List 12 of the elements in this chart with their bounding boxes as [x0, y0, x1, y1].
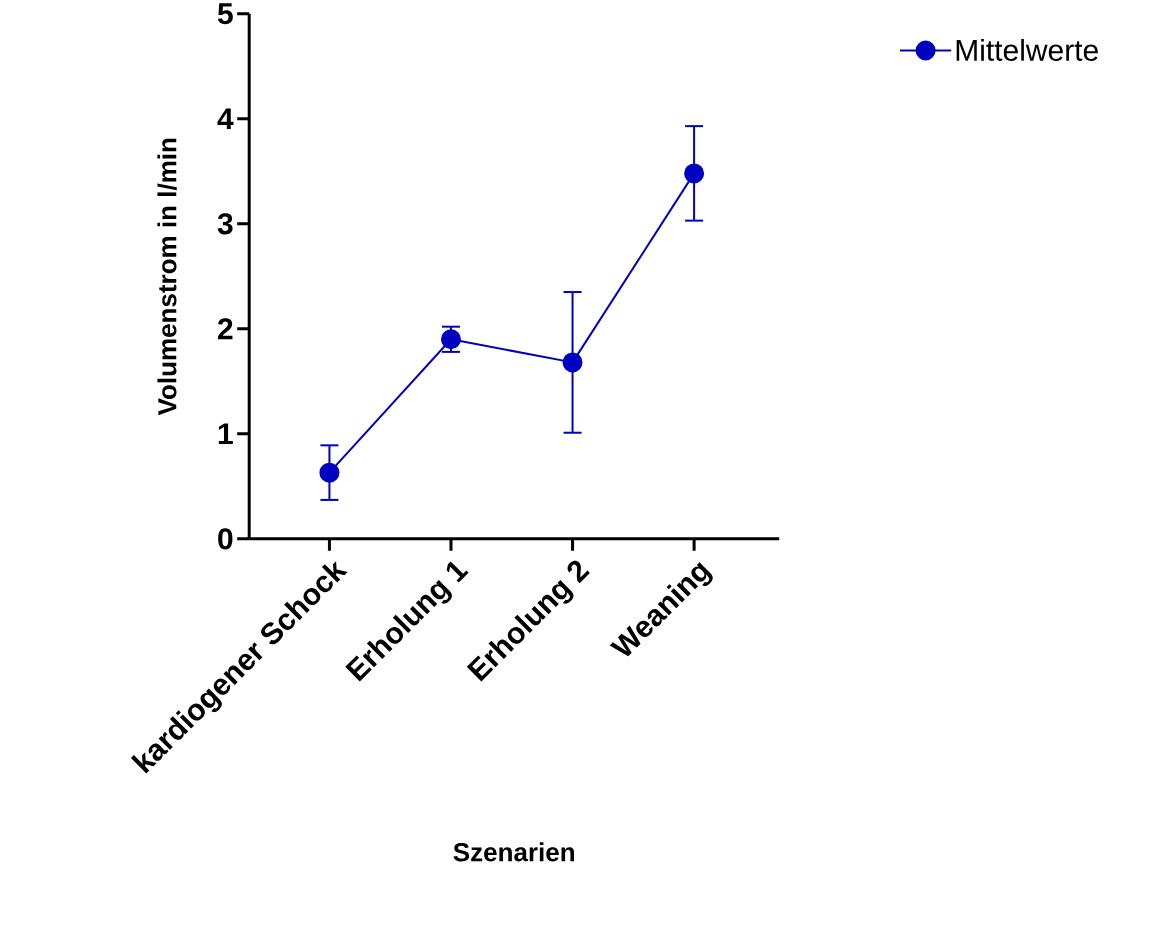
point — [319, 462, 340, 483]
point — [562, 352, 583, 373]
y-tick-label: 1 — [218, 423, 233, 445]
y-tick-label: 4 — [217, 108, 234, 130]
y-tick-label: 3 — [217, 213, 233, 235]
y-tick-label: 2 — [218, 318, 233, 340]
y-tick-label: 5 — [217, 3, 233, 25]
point — [684, 163, 705, 184]
y-tick-label: 0 — [218, 528, 233, 550]
legend-label: Mittelwerte — [956, 38, 1098, 61]
y-axis-title: Volumenstrom in l/min — [157, 138, 177, 416]
x-axis-title: Szenarien — [453, 842, 574, 862]
